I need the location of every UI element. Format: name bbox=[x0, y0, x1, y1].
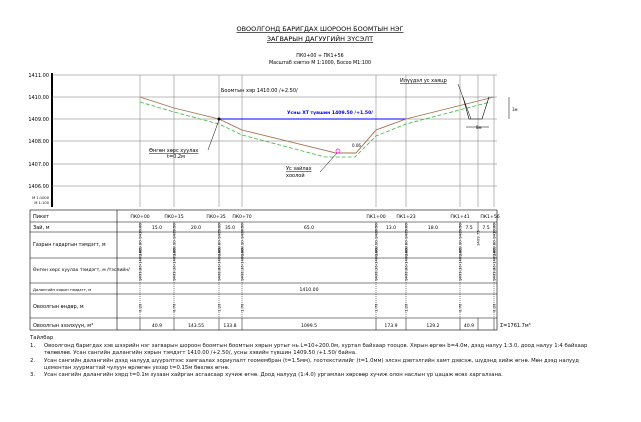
picket: ПК0+00 bbox=[130, 214, 149, 220]
note-item: 1. Овоолгонд баригдах хэв шээрийн нэг заг… bbox=[30, 343, 588, 357]
topsoil-elevation: 1409.30-1409.30 bbox=[172, 248, 177, 281]
topsoil-elevation: 1408.80-1408.80 bbox=[217, 248, 222, 281]
picket: ПК1+56 bbox=[480, 214, 499, 220]
topsoil-elevation: 1409.80-1409.80 bbox=[492, 248, 497, 281]
y-tick: 1410.00 bbox=[28, 95, 49, 101]
y-tick: 1408.00 bbox=[28, 139, 49, 145]
note-item: 2. Усан сангийн далангийн дээд налууд шүү… bbox=[30, 357, 579, 371]
overflow-section bbox=[462, 96, 490, 120]
topsoil-elevation: 1408.80-1408.80 bbox=[404, 248, 409, 281]
stripped-line bbox=[139, 101, 491, 158]
distance: 7.5 bbox=[482, 225, 489, 231]
row-label-volume: Овоолгын эзэлхүүн, м³ bbox=[33, 323, 93, 329]
width-annotation: 8м bbox=[476, 125, 482, 130]
fill-height: 0.20 bbox=[138, 303, 143, 312]
ground-line bbox=[139, 96, 495, 154]
title-line1: ОВООЛГОНД БАРИГДАХ ШОРООН БООМТЫН НЭГ bbox=[236, 25, 403, 33]
point-marker bbox=[217, 117, 221, 121]
scale-label: Масштаб хэвтээ М 1:1000, Босоо М1:100 bbox=[269, 60, 371, 66]
topsoil-elevation: 1409.30-1409.30 bbox=[458, 248, 463, 281]
topsoil-elevation: 1409.80-1409.80 bbox=[138, 248, 143, 281]
slope-annotation: 0.06 bbox=[352, 143, 361, 148]
picket: ПК1+00 bbox=[366, 214, 385, 220]
distance: 15.0 bbox=[152, 225, 162, 231]
ground-elevation: 1409.30-1409.50 bbox=[458, 223, 463, 256]
fill-height: 0.70 bbox=[172, 303, 177, 312]
total-volume: Σ=1761.7м³ bbox=[500, 323, 531, 329]
topsoil-elevation: 1408.30-1408.30 bbox=[240, 248, 245, 281]
ground-elevation: 1409.30-1409.50 bbox=[172, 223, 177, 256]
distance: 13.0 bbox=[386, 225, 396, 231]
picket: ПК0+35 bbox=[206, 214, 225, 220]
y-tick: 1406.00 bbox=[28, 184, 49, 190]
volume: 143.55 bbox=[188, 323, 204, 329]
row-label-picket: Пикет bbox=[33, 214, 49, 220]
distance: 20.0 bbox=[191, 225, 201, 231]
volume: 40.9 bbox=[152, 323, 162, 329]
range-label: ПК0+00 ÷ ПК1+56 bbox=[296, 53, 343, 59]
crest-value: 1410.00 bbox=[300, 287, 319, 293]
note-item: 3. Усан сангийн далангийн хярд t=0.1м зуз… bbox=[30, 372, 503, 379]
volume: 40.9 bbox=[464, 323, 474, 329]
ground-elevation: 1409.80-1410.00 bbox=[492, 223, 497, 256]
crest-annotation: Боомтын хяр 1410.00 /+2.50/ bbox=[221, 88, 298, 94]
fill-height: 1.20 bbox=[404, 303, 409, 312]
distance: 7.5 bbox=[465, 225, 472, 231]
distance: 18.0 bbox=[428, 225, 438, 231]
picket: ПК1+23 bbox=[396, 214, 415, 220]
ground-elevation: 1409.75 bbox=[476, 230, 481, 246]
title-line2: ЗАГВАРЫН ДАГУУГИЙН ЗҮСЭЛТ bbox=[267, 34, 373, 43]
volume: 173.9 bbox=[384, 323, 397, 329]
row-label-crest: Далангийн хярын тэмдэгт, м bbox=[33, 287, 91, 292]
y-tick: 1409.00 bbox=[28, 117, 49, 123]
fill-height: 1.20 bbox=[217, 303, 222, 312]
picket: ПК1+41 bbox=[450, 214, 469, 220]
picket: ПК0+70 bbox=[232, 214, 251, 220]
topsoil-annotation: Өнгөн хөрс хуулах bbox=[149, 148, 198, 154]
distance: 35.0 bbox=[225, 225, 235, 231]
volume: 129.2 bbox=[426, 323, 439, 329]
ground-elevation: 1408.30-1408.50 bbox=[374, 223, 379, 256]
row-label-distance: Зай, м bbox=[33, 224, 50, 231]
fill-height: 0.70 bbox=[458, 303, 463, 312]
y-tick: 1411.00 bbox=[28, 73, 49, 79]
notes-title: Тайлбар bbox=[30, 335, 54, 341]
overflow-annotation: Илүүдэл ус хаяцр bbox=[400, 78, 447, 84]
data-table bbox=[29, 209, 498, 331]
grid bbox=[52, 74, 497, 207]
height-annotation: 1м bbox=[512, 107, 518, 112]
water-annotation: Усны ХТ түвшин 1409.50 /+1.50/ bbox=[287, 110, 373, 116]
scale-note: М 1:100 bbox=[34, 201, 49, 205]
volume: 133.8 bbox=[223, 323, 236, 329]
row-label-height: Овоолгын өндөр, м bbox=[33, 304, 84, 310]
row-label-topsoil: Өнгөн хөрс хуулах тэмдэгт, м /тэслийн/ bbox=[33, 266, 130, 273]
pipe-marker bbox=[335, 148, 341, 154]
fill-height: 0.20 bbox=[492, 303, 497, 312]
pipe-annotation-2: хоолой bbox=[286, 172, 305, 179]
ground-elevation: 1408.80-1409.00 bbox=[404, 223, 409, 256]
row-label-ground: Газрын гадаргын тэмдэгт, м bbox=[33, 242, 106, 248]
ground-elevation: 1409.80-1410.00 bbox=[138, 223, 143, 256]
y-tick: 1407.00 bbox=[28, 162, 49, 168]
scale-note: М 1:1000 bbox=[32, 196, 50, 200]
fill-height: 1.70 bbox=[374, 303, 379, 312]
topsoil-elevation: 1408.30-1408.30 bbox=[374, 248, 379, 281]
ground-elevation: 1408.80-1409.00 bbox=[217, 223, 222, 256]
notes: Тайлбар 1. Овоолгонд баригдах хэв шээрийн… bbox=[30, 335, 590, 379]
topsoil-thickness: t=0.2м bbox=[167, 154, 185, 160]
pipe-annotation: Ус зайлах bbox=[286, 165, 312, 172]
distance: 65.0 bbox=[304, 225, 314, 231]
fill-height: 1.70 bbox=[240, 303, 245, 312]
ground-elevation: 1408.30-1408.50 bbox=[240, 223, 245, 256]
picket: ПК0+15 bbox=[164, 214, 183, 220]
volume: 1099.5 bbox=[301, 323, 317, 329]
